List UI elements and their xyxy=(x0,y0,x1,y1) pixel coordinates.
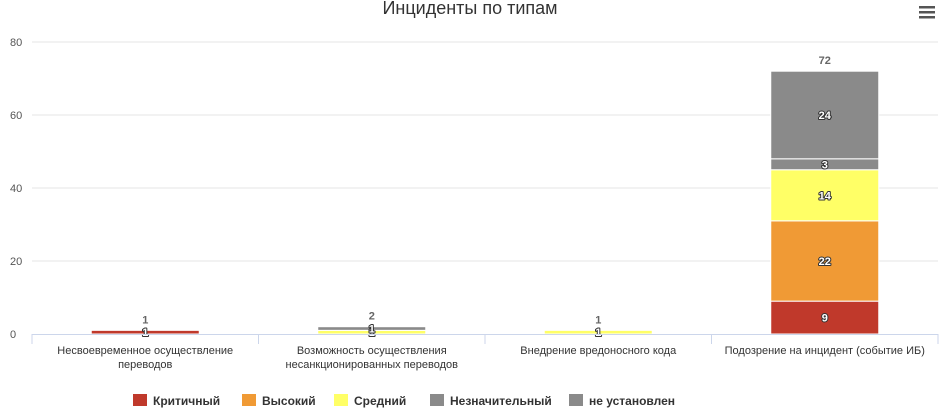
x-tick-label: Возможность осуществления xyxy=(297,345,447,357)
legend-swatch xyxy=(133,394,147,406)
x-tick-label: несанкционированных переводов xyxy=(286,359,459,371)
chart-title: Инциденты по типам xyxy=(382,0,557,18)
menu-line xyxy=(919,11,935,14)
total-value-label: 2 xyxy=(369,311,375,323)
legend: Критичный Высокий Средний Незначительный не … xyxy=(133,394,675,408)
y-tick-label: 40 xyxy=(10,183,22,195)
segment-value-label: 3 xyxy=(822,159,828,171)
legend-label: Высокий xyxy=(262,394,316,408)
y-tick-label: 20 xyxy=(10,256,22,268)
bar-segment[interactable] xyxy=(770,300,880,335)
total-value-label: 72 xyxy=(819,55,831,67)
bar-segment[interactable] xyxy=(770,70,880,160)
legend-label: Средний xyxy=(354,394,406,408)
legend-label: не установлен xyxy=(589,394,675,408)
segment-value-label: 24 xyxy=(819,110,832,122)
legend-item[interactable]: Критичный xyxy=(133,394,220,408)
segment-value-label: 1 xyxy=(142,327,148,339)
total-value-label: 1 xyxy=(595,314,601,326)
x-tick-label: Несвоевременное осуществление xyxy=(57,345,233,357)
legend-item[interactable]: не установлен xyxy=(569,394,675,408)
legend-label: Незначительный xyxy=(450,394,552,408)
bar-segment[interactable] xyxy=(317,326,427,331)
legend-item[interactable]: Высокий xyxy=(242,394,316,408)
segment-value-label: 14 xyxy=(819,190,832,202)
segment-value-label: 9 xyxy=(822,313,828,325)
y-tick-label: 60 xyxy=(10,110,22,122)
y-tick-label: 80 xyxy=(10,37,22,49)
bar-segment[interactable] xyxy=(770,169,880,222)
bars xyxy=(90,70,880,335)
segment-value-label: 1 xyxy=(369,327,375,339)
x-tick-label: Внедрение вредоносного кода xyxy=(520,345,677,357)
segment-value-label: 1 xyxy=(369,324,375,336)
x-tick-label: переводов xyxy=(118,359,172,371)
bar-segment[interactable] xyxy=(770,220,880,302)
menu-line xyxy=(919,6,935,9)
legend-swatch xyxy=(242,394,256,406)
x-tick-label: Подозрение на инцидент (событие ИБ) xyxy=(725,345,925,357)
legend-item[interactable]: Незначительный xyxy=(430,394,552,408)
total-value-label: 1 xyxy=(142,314,148,326)
menu-line xyxy=(919,16,935,19)
legend-swatch xyxy=(569,394,583,406)
chart-menu-button[interactable] xyxy=(916,3,938,23)
x-axis: Несвоевременное осуществление переводов Во… xyxy=(31,334,939,371)
legend-item[interactable]: Средний xyxy=(334,394,406,408)
hamburger-menu-icon[interactable] xyxy=(919,6,935,19)
y-tick-label: 0 xyxy=(10,329,16,341)
segment-value-label: 1 xyxy=(595,327,601,339)
legend-swatch xyxy=(334,394,348,406)
legend-label: Критичный xyxy=(153,394,220,408)
y-axis: 0 20 40 60 80 xyxy=(10,37,22,341)
legend-swatch xyxy=(430,394,444,406)
segment-value-label: 22 xyxy=(819,256,831,268)
